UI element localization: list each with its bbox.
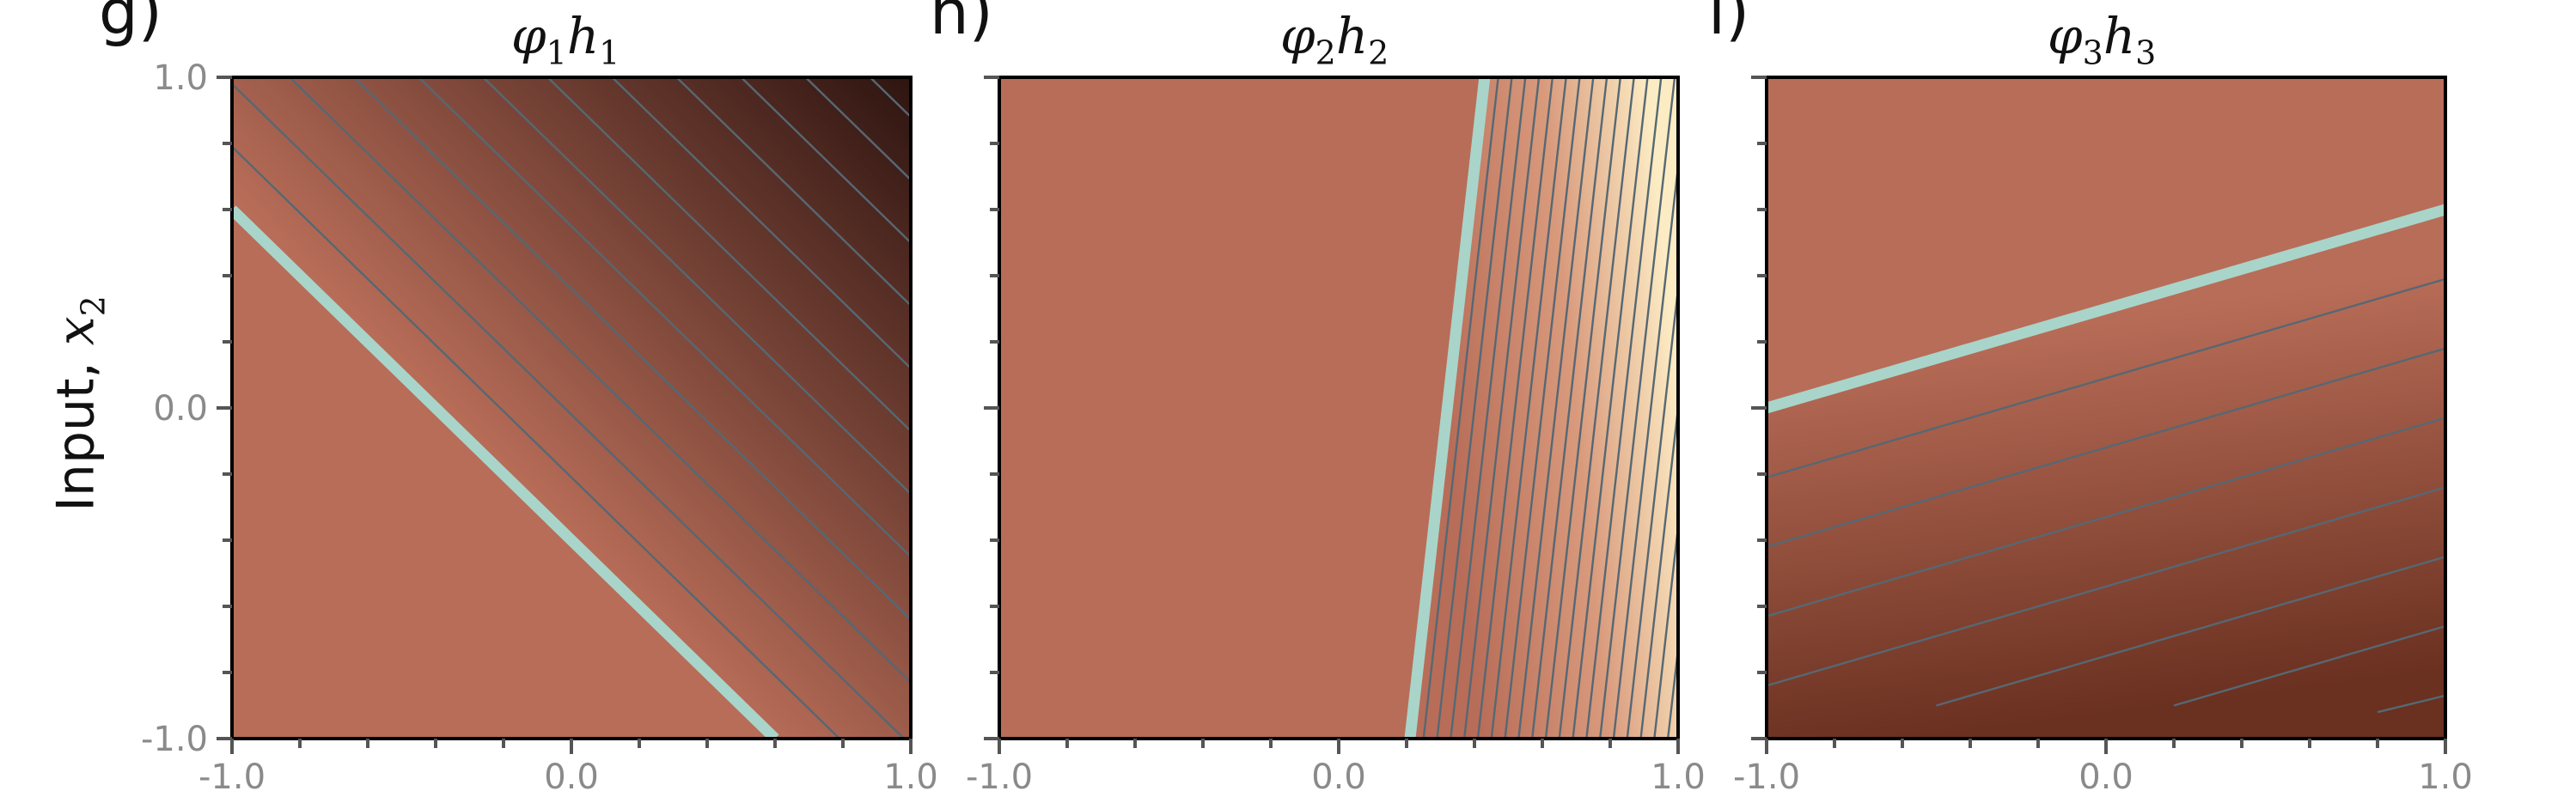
contour-line xyxy=(1767,277,2445,479)
contour-line xyxy=(1490,77,1567,739)
x-tick-label: 0.0 xyxy=(2079,757,2133,797)
panel-0: -1.0 0.0 1.0 -1.0 0.0 1.0 xyxy=(141,58,938,797)
zero-contour-line xyxy=(1767,204,2445,414)
contour-line xyxy=(1653,526,1678,739)
heatmap-gradient-region xyxy=(232,77,911,739)
contour-line xyxy=(1572,77,1649,739)
contour-line xyxy=(1626,289,1678,739)
contour-line xyxy=(1436,77,1513,739)
zero-contour-line xyxy=(232,205,779,739)
x-tick-label: 0.0 xyxy=(544,757,599,797)
contour-line xyxy=(675,77,911,307)
contour-line xyxy=(1612,166,1678,739)
contour-line xyxy=(1767,486,2445,687)
y-axis-label: Input, x2 xyxy=(46,295,113,512)
x-tick-label: 1.0 xyxy=(883,757,938,797)
panel-1: -1.0 0.0 1.0 xyxy=(966,76,1706,797)
y-tick-label: -1.0 xyxy=(141,720,208,759)
contour-line xyxy=(1598,77,1676,739)
zero-contour-line xyxy=(1404,77,1491,739)
x-tick-label: 1.0 xyxy=(1651,757,1706,797)
contour-line xyxy=(1767,347,2445,548)
contour-line xyxy=(740,77,911,244)
panel-title-g: φ1h1 xyxy=(511,7,620,72)
contour-line xyxy=(869,77,911,119)
panel-title-h: φ2h2 xyxy=(1280,7,1389,72)
contour-line xyxy=(1558,77,1635,739)
contour-line xyxy=(1530,77,1608,739)
contour-line xyxy=(289,77,911,684)
contour-line xyxy=(1517,77,1595,739)
contour-line xyxy=(482,77,911,495)
contour-line xyxy=(611,77,911,369)
heatmap-gradient-region xyxy=(1409,77,1678,739)
contour-line xyxy=(232,82,905,739)
contour-line xyxy=(353,77,911,621)
y-tick-label: 0.0 xyxy=(153,389,208,429)
panel-label-i: i) xyxy=(1708,0,1750,48)
contour-line xyxy=(1639,407,1678,739)
x-tick-label: 1.0 xyxy=(2418,757,2473,797)
contour-line xyxy=(2173,624,2445,707)
contour-line xyxy=(1504,77,1581,739)
panel-label-h: h) xyxy=(930,0,993,48)
panel-label-g: g) xyxy=(99,0,162,48)
contour-line xyxy=(1450,77,1527,739)
x-tick-label: -1.0 xyxy=(1733,757,1800,797)
contour-line xyxy=(1462,77,1541,739)
contour-line xyxy=(804,77,911,181)
panel-title-i: φ3h3 xyxy=(2048,7,2157,72)
contour-line xyxy=(232,145,840,739)
contour-line xyxy=(1544,77,1622,739)
y-tick-label: 1.0 xyxy=(153,58,208,98)
contour-line xyxy=(1476,77,1554,739)
x-tick-label: 0.0 xyxy=(1311,757,1366,797)
contour-line xyxy=(418,77,911,558)
contour-line xyxy=(1767,417,2445,618)
x-tick-label: -1.0 xyxy=(966,757,1033,797)
contour-line xyxy=(546,77,911,432)
contour-line xyxy=(1422,77,1499,739)
contour-line xyxy=(2377,694,2445,714)
contour-line xyxy=(1585,77,1663,739)
x-tick-label: -1.0 xyxy=(198,757,266,797)
panel-2: -1.0 0.0 1.0 xyxy=(1733,76,2473,797)
contour-line xyxy=(1936,556,2445,707)
